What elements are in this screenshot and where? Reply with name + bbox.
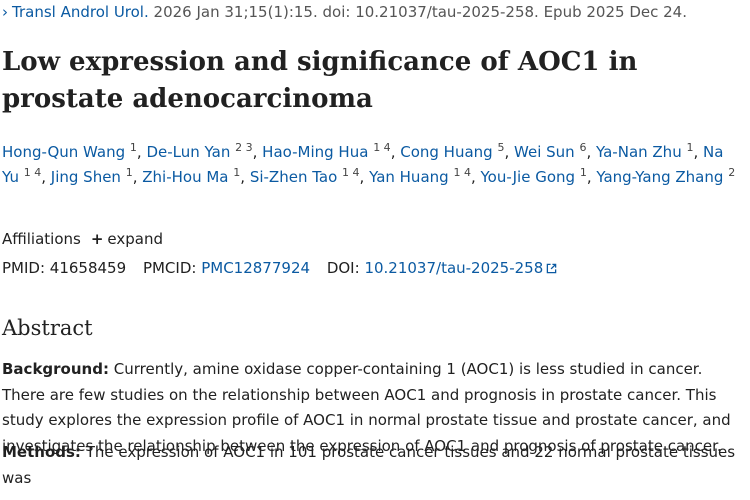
author-link[interactable]: Si-Zhen Tao xyxy=(249,168,338,186)
doi-link[interactable]: 10.21037/tau-2025-258 xyxy=(364,259,557,277)
author-list: Hong-Qun Wang 1, De-Lun Yan 2 3, Hao-Min… xyxy=(2,141,736,186)
author-link[interactable]: De-Lun Yan xyxy=(146,143,231,161)
author-link[interactable]: Cong Huang xyxy=(400,143,493,161)
identifiers-row: PMID: 41658459 PMCID: PMC12877924 DOI: 1… xyxy=(2,259,557,277)
pmid-value: 41658459 xyxy=(49,259,127,277)
author-affiliation-number[interactable]: 1 xyxy=(579,166,587,179)
author-affiliation-number[interactable]: 1 4 xyxy=(23,166,42,179)
plus-icon[interactable]: + xyxy=(90,230,104,248)
pmcid-link[interactable]: PMC12877924 xyxy=(201,259,311,277)
author-link[interactable]: Na Yu xyxy=(2,143,724,186)
pmid-label: PMID: xyxy=(2,259,46,277)
affiliations-label: Affiliations xyxy=(2,230,81,248)
author-affiliation-number[interactable]: 1 xyxy=(686,141,694,154)
author-affiliation-number[interactable]: 1 xyxy=(129,141,137,154)
author-affiliation-number[interactable]: 2 3 xyxy=(235,141,253,154)
external-link-icon xyxy=(547,263,557,274)
pmcid-label: PMCID: xyxy=(142,259,197,277)
author-affiliation-number[interactable]: 1 4 xyxy=(373,141,391,154)
author-affiliation-number[interactable]: 2 xyxy=(728,166,736,179)
chevron-right-icon[interactable]: › xyxy=(2,3,8,21)
author-affiliation-number[interactable]: 1 4 xyxy=(342,166,360,179)
article-title: Low expression and significance of AOC1 … xyxy=(2,47,638,114)
author-affiliation-number[interactable]: 6 xyxy=(579,141,587,154)
methods-paragraph: Methods: The expression of AOC1 in 101 p… xyxy=(2,440,750,491)
background-label: Background: xyxy=(2,360,109,378)
methods-text: The expression of AOC1 in 101 prostate c… xyxy=(2,443,736,487)
doi-link-text: 10.21037/tau-2025-258 xyxy=(364,259,544,277)
citation-line: › Transl Androl Urol. 2026 Jan 31;15(1):1… xyxy=(2,3,687,21)
citation-details: 2026 Jan 31;15(1):15. doi: 10.21037/tau-… xyxy=(153,3,687,21)
author-link[interactable]: Wei Sun xyxy=(514,143,575,161)
author-affiliation-number[interactable]: 1 xyxy=(233,166,241,179)
author-link[interactable]: Yang-Yang Zhang xyxy=(596,168,724,186)
abstract-heading: Abstract xyxy=(2,316,93,340)
author-link[interactable]: Jing Shen xyxy=(50,168,121,186)
expand-button[interactable]: expand xyxy=(107,230,164,248)
author-link[interactable]: You-Jie Gong xyxy=(480,168,576,186)
background-text: Currently, amine oxidase copper-containi… xyxy=(2,360,731,455)
methods-label: Methods: xyxy=(2,443,81,461)
background-paragraph: Background: Currently, amine oxidase cop… xyxy=(2,357,750,459)
author-affiliation-number[interactable]: 1 4 xyxy=(453,166,471,179)
author-affiliation-number[interactable]: 1 xyxy=(125,166,133,179)
author-link[interactable]: Hong-Qun Wang xyxy=(2,143,126,161)
author-link[interactable]: Hao-Ming Hua xyxy=(262,143,369,161)
author-link[interactable]: Zhi-Hou Ma xyxy=(142,168,229,186)
author-link[interactable]: Yan Huang xyxy=(369,168,449,186)
journal-link[interactable]: Transl Androl Urol. xyxy=(12,3,149,21)
doi-label: DOI: xyxy=(326,259,360,277)
author-affiliation-number[interactable]: 5 xyxy=(497,141,505,154)
author-link[interactable]: Ya-Nan Zhu xyxy=(596,143,682,161)
affiliations-row: Affiliations + expand xyxy=(2,230,163,248)
